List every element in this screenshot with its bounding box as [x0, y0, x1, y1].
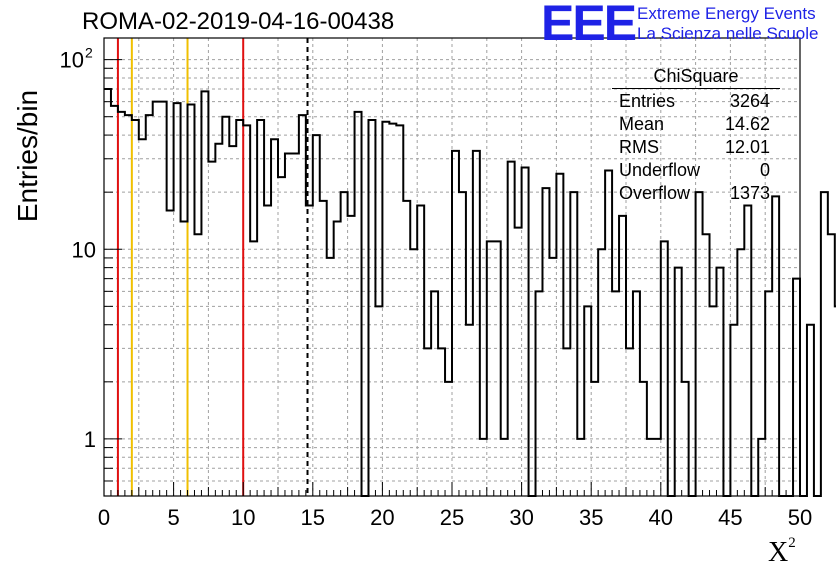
stats-box: ChiSquare Entries 3264 Mean 14.62 RMS 12.01 Un…	[612, 66, 780, 206]
y-tick-label: 10	[60, 48, 84, 73]
x-tick-label: 15	[301, 505, 325, 530]
chart-title: ROMA-02-2019-04-16-00438	[82, 8, 395, 35]
stats-label: Overflow	[619, 183, 691, 203]
stats-row: Entries 3264	[612, 91, 780, 114]
stats-value: 3264	[729, 91, 770, 111]
x-tick-label: 35	[579, 505, 603, 530]
stats-label: Entries	[619, 91, 676, 111]
stats-label: Mean	[619, 114, 665, 134]
stats-rows: Entries 3264 Mean 14.62 RMS 12.01 Underflow 0 Ov…	[612, 91, 780, 206]
stats-value: 0	[759, 160, 770, 180]
logo-line-1: Extreme Energy Events	[637, 4, 816, 23]
stats-row: Underflow 0	[612, 160, 780, 183]
x-tick-label: 20	[370, 505, 394, 530]
stats-row: Overflow 1373	[612, 183, 780, 206]
eee-logo: EEE	[541, 0, 637, 51]
y-axis-label: Entries/bin	[12, 89, 43, 223]
x-tick-label: 40	[649, 505, 673, 530]
logo-line-2: La Scienza nelle Scuole	[637, 24, 819, 43]
stats-value: 1373	[729, 183, 770, 203]
stats-row: RMS 12.01	[612, 137, 780, 160]
x-tick-label: 10	[231, 505, 255, 530]
x-tick-label: 0	[98, 505, 110, 530]
x-tick-label: 5	[167, 505, 179, 530]
y-tick-label: 10	[72, 237, 96, 262]
stats-value: 12.01	[724, 137, 770, 157]
x-tick-label: 50	[788, 505, 812, 530]
histogram-outline	[104, 87, 836, 497]
x-tick-label: 30	[509, 505, 533, 530]
y-tick-label: 1	[84, 427, 96, 452]
stats-value: 14.62	[724, 114, 770, 134]
stats-label: Underflow	[619, 160, 701, 180]
stats-label: RMS	[619, 137, 659, 157]
x-axis-label: X2	[768, 534, 796, 569]
x-tick-label: 45	[718, 505, 742, 530]
x-tick-label: 25	[440, 505, 464, 530]
marker-lines	[116, 38, 309, 496]
stats-title: ChiSquare	[612, 66, 780, 89]
x-axis-label-base: X	[768, 537, 789, 568]
y-tick-label-sup: 2	[85, 45, 93, 61]
stats-row: Mean 14.62	[612, 114, 780, 137]
x-axis-label-sup: 2	[788, 534, 796, 551]
x-axis-ticks: 0 5 10 15 20 25 30 35 40 45 50	[98, 482, 812, 530]
